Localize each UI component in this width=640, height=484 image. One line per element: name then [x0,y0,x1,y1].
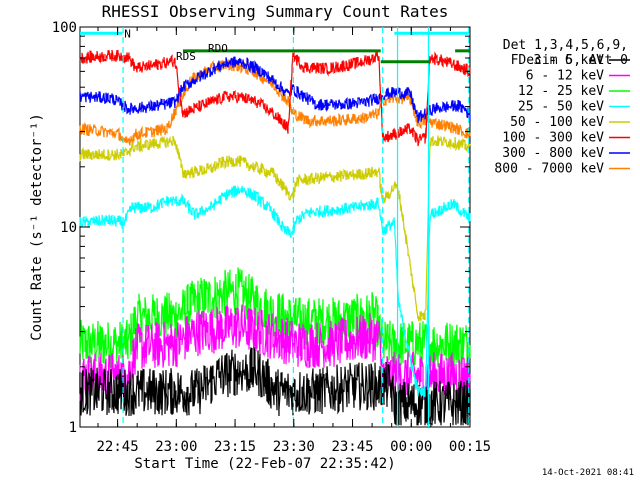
series-6-12-kev [79,304,471,402]
legend-entry-label: 6 - 12 keV [526,69,604,84]
x-tick-label: 23:00 [155,439,197,455]
series-line [79,346,471,426]
x-axis-label: Start Time (22-Feb-07 22:35:42) [134,456,395,472]
legend-entry-label: 800 - 7000 keV [494,162,604,177]
footer-date: 14-Oct-2021 08:41 [542,468,634,478]
series-line [79,56,471,123]
y-axis-label: Count Rate (s⁻¹ detector⁻¹) [29,113,45,341]
x-tick-label: 22:45 [97,439,139,455]
label-N: N [124,27,131,40]
legend-entry-label: 50 - 100 keV [510,115,604,130]
series-line [79,49,471,147]
label-RDS: RDS [176,50,196,63]
legend-entry-label: 12 - 25 keV [518,84,604,99]
x-tick-label: 23:45 [331,439,373,455]
series-line [79,267,471,370]
legend-entry-label: 300 - 800 keV [502,146,604,161]
series-3-6-kev [79,346,471,426]
x-tick-label: 23:15 [214,439,256,455]
series-100-300-kev [79,49,471,147]
series-line [79,304,471,402]
legend-header-line: FDecim 5, Att 0 [511,53,628,68]
y-tick-label: 10 [60,220,77,236]
series-300-800-kev [79,56,471,123]
x-tick-label: 23:30 [273,439,315,455]
series-25-50-kev [79,185,471,398]
label-RDO: RDO [208,42,228,55]
y-tick-label: 100 [52,20,77,36]
x-tick-label: 00:15 [449,439,491,455]
series-12-25-kev [79,267,471,370]
series-800-7000-kev [79,59,471,146]
series-line [79,135,471,322]
legend-entry-label: 100 - 300 keV [502,131,604,146]
legend-header-line: Det 1,3,4,5,6,9, [503,38,628,53]
series-line [79,185,471,398]
series-line [79,59,471,146]
legend-entry-label: 3 - 6 keV [534,53,605,68]
series-50-100-kev [79,135,471,322]
chart-title: RHESSI Observing Summary Count Rates [102,2,449,21]
x-tick-label: 00:00 [390,439,432,455]
y-tick-label: 1 [69,420,77,436]
legend-entry-label: 25 - 50 keV [518,100,604,115]
